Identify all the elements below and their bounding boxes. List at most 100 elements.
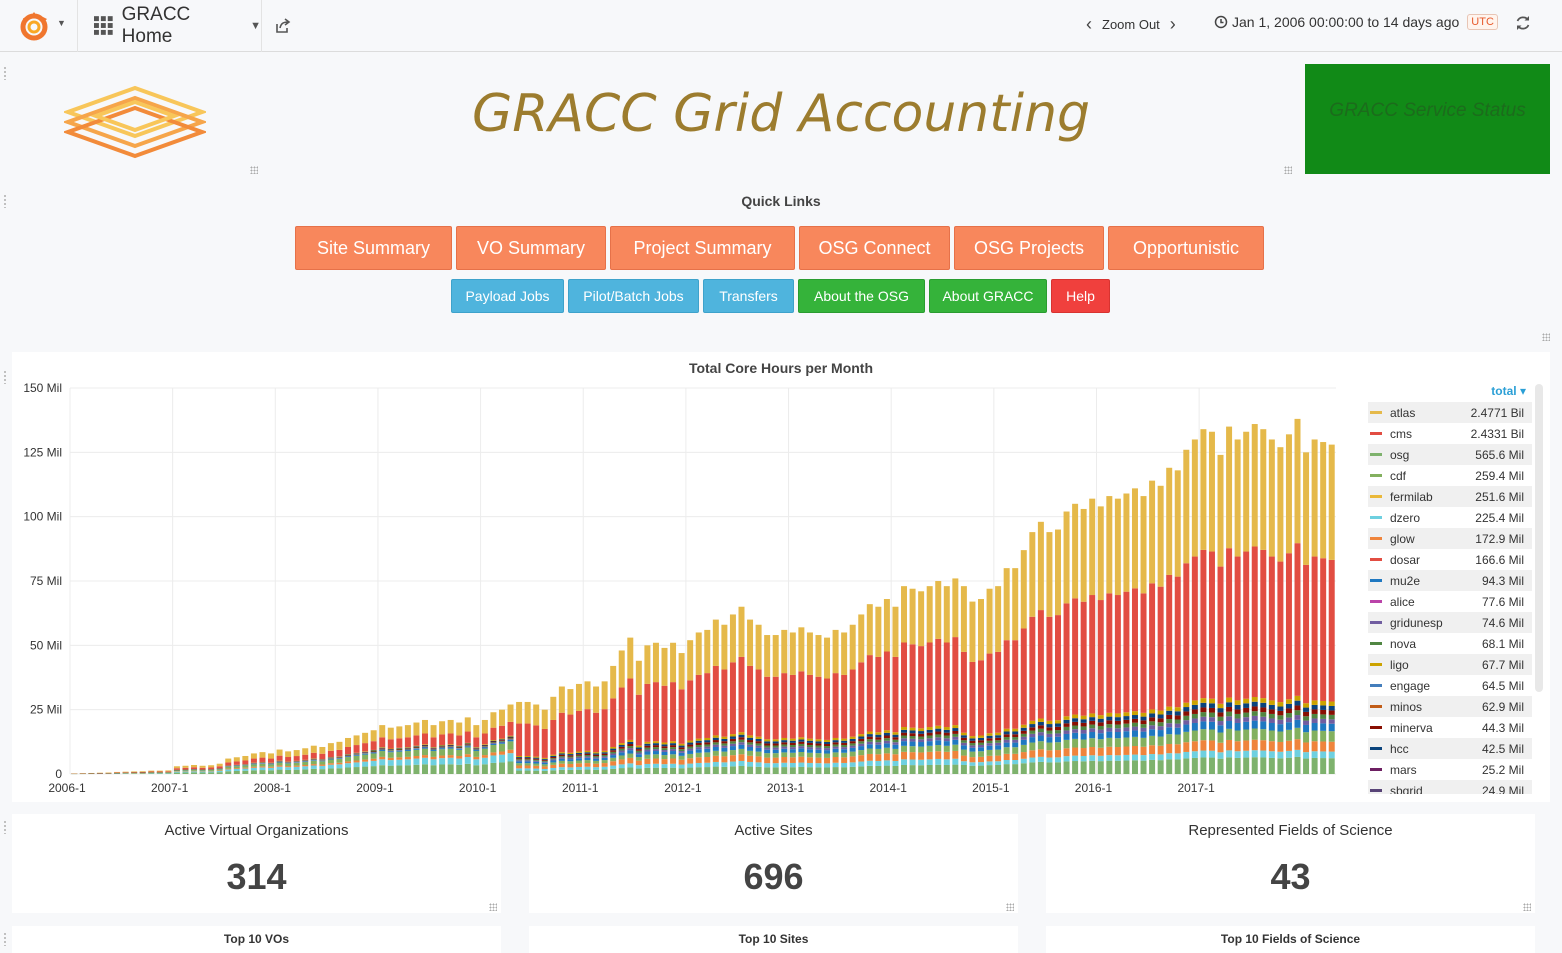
legend-series-name[interactable]: cms bbox=[1390, 426, 1412, 441]
pilot-batch-jobs-button[interactable]: Pilot/Batch Jobs bbox=[568, 279, 699, 313]
time-forward-icon[interactable]: › bbox=[1169, 14, 1176, 34]
legend-sort-header[interactable]: total ▾ bbox=[1491, 384, 1526, 398]
legend-series-name[interactable]: atlas bbox=[1390, 405, 1416, 420]
panel-resize-handle[interactable] bbox=[1284, 166, 1292, 174]
zoom-out-button[interactable]: Zoom Out bbox=[1102, 17, 1160, 32]
legend-series-total: 172.9 Mil bbox=[1475, 531, 1524, 546]
legend-series-name[interactable]: dzero bbox=[1390, 510, 1421, 525]
project-summary-button[interactable]: Project Summary bbox=[610, 226, 795, 270]
service-status-panel[interactable]: GRACC Service Status bbox=[1305, 64, 1550, 174]
legend-series-name[interactable]: engage bbox=[1390, 678, 1431, 693]
legend-scrollbar[interactable] bbox=[1535, 384, 1543, 692]
timezone-badge: UTC bbox=[1467, 14, 1498, 30]
site-summary-button[interactable]: Site Summary bbox=[295, 226, 452, 270]
legend-series-name[interactable]: minos bbox=[1390, 699, 1423, 714]
legend-item-ligo[interactable]: ligo 67.7 Mil bbox=[1368, 654, 1532, 675]
legend-item-dosar[interactable]: dosar 166.6 Mil bbox=[1368, 549, 1532, 570]
payload-jobs-button[interactable]: Payload Jobs bbox=[451, 279, 564, 313]
panel-resize-handle[interactable] bbox=[1542, 333, 1550, 341]
core-hours-chart-panel bbox=[12, 352, 1550, 802]
legend-swatch bbox=[1370, 705, 1382, 708]
legend-series-total: 2.4771 Bil bbox=[1470, 405, 1524, 420]
legend-swatch bbox=[1370, 411, 1382, 414]
top10-vos-panel: Top 10 VOs bbox=[12, 926, 501, 953]
legend-item-dzero[interactable]: dzero 225.4 Mil bbox=[1368, 507, 1532, 528]
panel-resize-handle[interactable] bbox=[1523, 903, 1531, 911]
osg-connect-button[interactable]: OSG Connect bbox=[799, 226, 950, 270]
dashboard-picker[interactable]: GRACC Home ▼ bbox=[78, 0, 262, 52]
row-drag-handle[interactable] bbox=[3, 194, 7, 208]
osg-projects-button[interactable]: OSG Projects bbox=[954, 226, 1104, 270]
legend-item-alice[interactable]: alice 77.6 Mil bbox=[1368, 591, 1532, 612]
legend-series-total: 251.6 Mil bbox=[1475, 489, 1524, 504]
legend-item-minerva[interactable]: minerva 44.3 Mil bbox=[1368, 717, 1532, 738]
legend-series-name[interactable]: dosar bbox=[1390, 552, 1421, 567]
panel-resize-handle[interactable] bbox=[489, 903, 497, 911]
caret-down-icon: ▼ bbox=[57, 18, 66, 28]
help-button[interactable]: Help bbox=[1051, 279, 1110, 313]
legend-item-engage[interactable]: engage 64.5 Mil bbox=[1368, 675, 1532, 696]
legend-item-mars[interactable]: mars 25.2 Mil bbox=[1368, 759, 1532, 780]
legend-series-name[interactable]: hcc bbox=[1390, 741, 1409, 756]
legend-swatch bbox=[1370, 432, 1382, 435]
legend-item-fermilab[interactable]: fermilab 251.6 Mil bbox=[1368, 486, 1532, 507]
dashboard-grid-icon bbox=[94, 16, 113, 35]
about-osg-button[interactable]: About the OSG bbox=[798, 279, 925, 313]
time-picker[interactable]: Jan 1, 2006 00:00:00 to 14 days ago UTC bbox=[1214, 14, 1498, 30]
panel-title: Top 10 VOs bbox=[223, 932, 290, 946]
legend-swatch bbox=[1370, 642, 1382, 645]
share-button[interactable] bbox=[262, 0, 304, 52]
refresh-button[interactable] bbox=[1514, 14, 1532, 37]
legend-series-name[interactable]: glow bbox=[1390, 531, 1415, 546]
grafana-menu[interactable]: ▼ bbox=[0, 0, 78, 52]
legend-header-label[interactable]: total bbox=[1491, 384, 1517, 398]
legend-item-cms[interactable]: cms 2.4331 Bil bbox=[1368, 423, 1532, 444]
legend-item-gridunesp[interactable]: gridunesp 74.6 Mil bbox=[1368, 612, 1532, 633]
vo-summary-button[interactable]: VO Summary bbox=[456, 226, 606, 270]
row-drag-handle[interactable] bbox=[3, 932, 7, 946]
top10-fields-panel: Top 10 Fields of Science bbox=[1046, 926, 1535, 953]
legend-item-nova[interactable]: nova 68.1 Mil bbox=[1368, 633, 1532, 654]
legend-series-name[interactable]: alice bbox=[1390, 594, 1415, 609]
legend-series-name[interactable]: fermilab bbox=[1390, 489, 1433, 504]
panel-resize-handle[interactable] bbox=[1006, 903, 1014, 911]
legend-series-name[interactable]: osg bbox=[1390, 447, 1410, 462]
row-drag-handle[interactable] bbox=[3, 66, 7, 80]
legend-series-name[interactable]: nova bbox=[1390, 636, 1417, 651]
panel-resize-handle[interactable] bbox=[250, 166, 258, 174]
legend-item-atlas[interactable]: atlas 2.4771 Bil bbox=[1368, 402, 1532, 423]
legend-swatch bbox=[1370, 621, 1382, 624]
legend-series-name[interactable]: sbgrid bbox=[1390, 783, 1423, 795]
legend-series-name[interactable]: mu2e bbox=[1390, 573, 1421, 588]
zoom-controls: ‹ Zoom Out › bbox=[1086, 14, 1176, 35]
legend-series-name[interactable]: mars bbox=[1390, 762, 1417, 777]
dashboard-title[interactable]: GRACC Home bbox=[121, 4, 191, 47]
legend-series-name[interactable]: ligo bbox=[1390, 657, 1409, 672]
share-icon[interactable] bbox=[275, 18, 291, 34]
legend-item-cdf[interactable]: cdf 259.4 Mil bbox=[1368, 465, 1532, 486]
grafana-logo-icon[interactable] bbox=[14, 7, 54, 47]
row-drag-handle[interactable] bbox=[3, 820, 7, 834]
legend-series-total: 62.9 Mil bbox=[1481, 699, 1524, 714]
legend-item-minos[interactable]: minos 62.9 Mil bbox=[1368, 696, 1532, 717]
legend-series-total: 2.4331 Bil bbox=[1470, 426, 1524, 441]
opportunistic-button[interactable]: Opportunistic bbox=[1108, 226, 1264, 270]
about-gracc-button[interactable]: About GRACC bbox=[929, 279, 1047, 313]
legend-series-name[interactable]: cdf bbox=[1390, 468, 1407, 483]
legend-series-total: 64.5 Mil bbox=[1481, 678, 1524, 693]
chart-title: Total Core Hours per Month bbox=[688, 360, 874, 376]
legend-item-sbgrid[interactable]: sbgrid 24.9 Mil bbox=[1368, 780, 1532, 794]
legend-series-name[interactable]: gridunesp bbox=[1390, 615, 1443, 630]
refresh-icon[interactable] bbox=[1514, 14, 1532, 32]
legend-item-glow[interactable]: glow 172.9 Mil bbox=[1368, 528, 1532, 549]
time-range-label[interactable]: Jan 1, 2006 00:00:00 to 14 days ago bbox=[1232, 14, 1460, 30]
time-back-icon[interactable]: ‹ bbox=[1086, 14, 1092, 34]
legend-item-osg[interactable]: osg 565.6 Mil bbox=[1368, 444, 1532, 465]
row-drag-handle[interactable] bbox=[3, 370, 7, 384]
legend-series-name[interactable]: minerva bbox=[1390, 720, 1433, 735]
panel-title: Top 10 Fields of Science bbox=[1220, 932, 1361, 946]
legend-item-hcc[interactable]: hcc 42.5 Mil bbox=[1368, 738, 1532, 759]
transfers-button[interactable]: Transfers bbox=[703, 279, 794, 313]
clock-icon bbox=[1214, 15, 1228, 29]
legend-item-mu2e[interactable]: mu2e 94.3 Mil bbox=[1368, 570, 1532, 591]
